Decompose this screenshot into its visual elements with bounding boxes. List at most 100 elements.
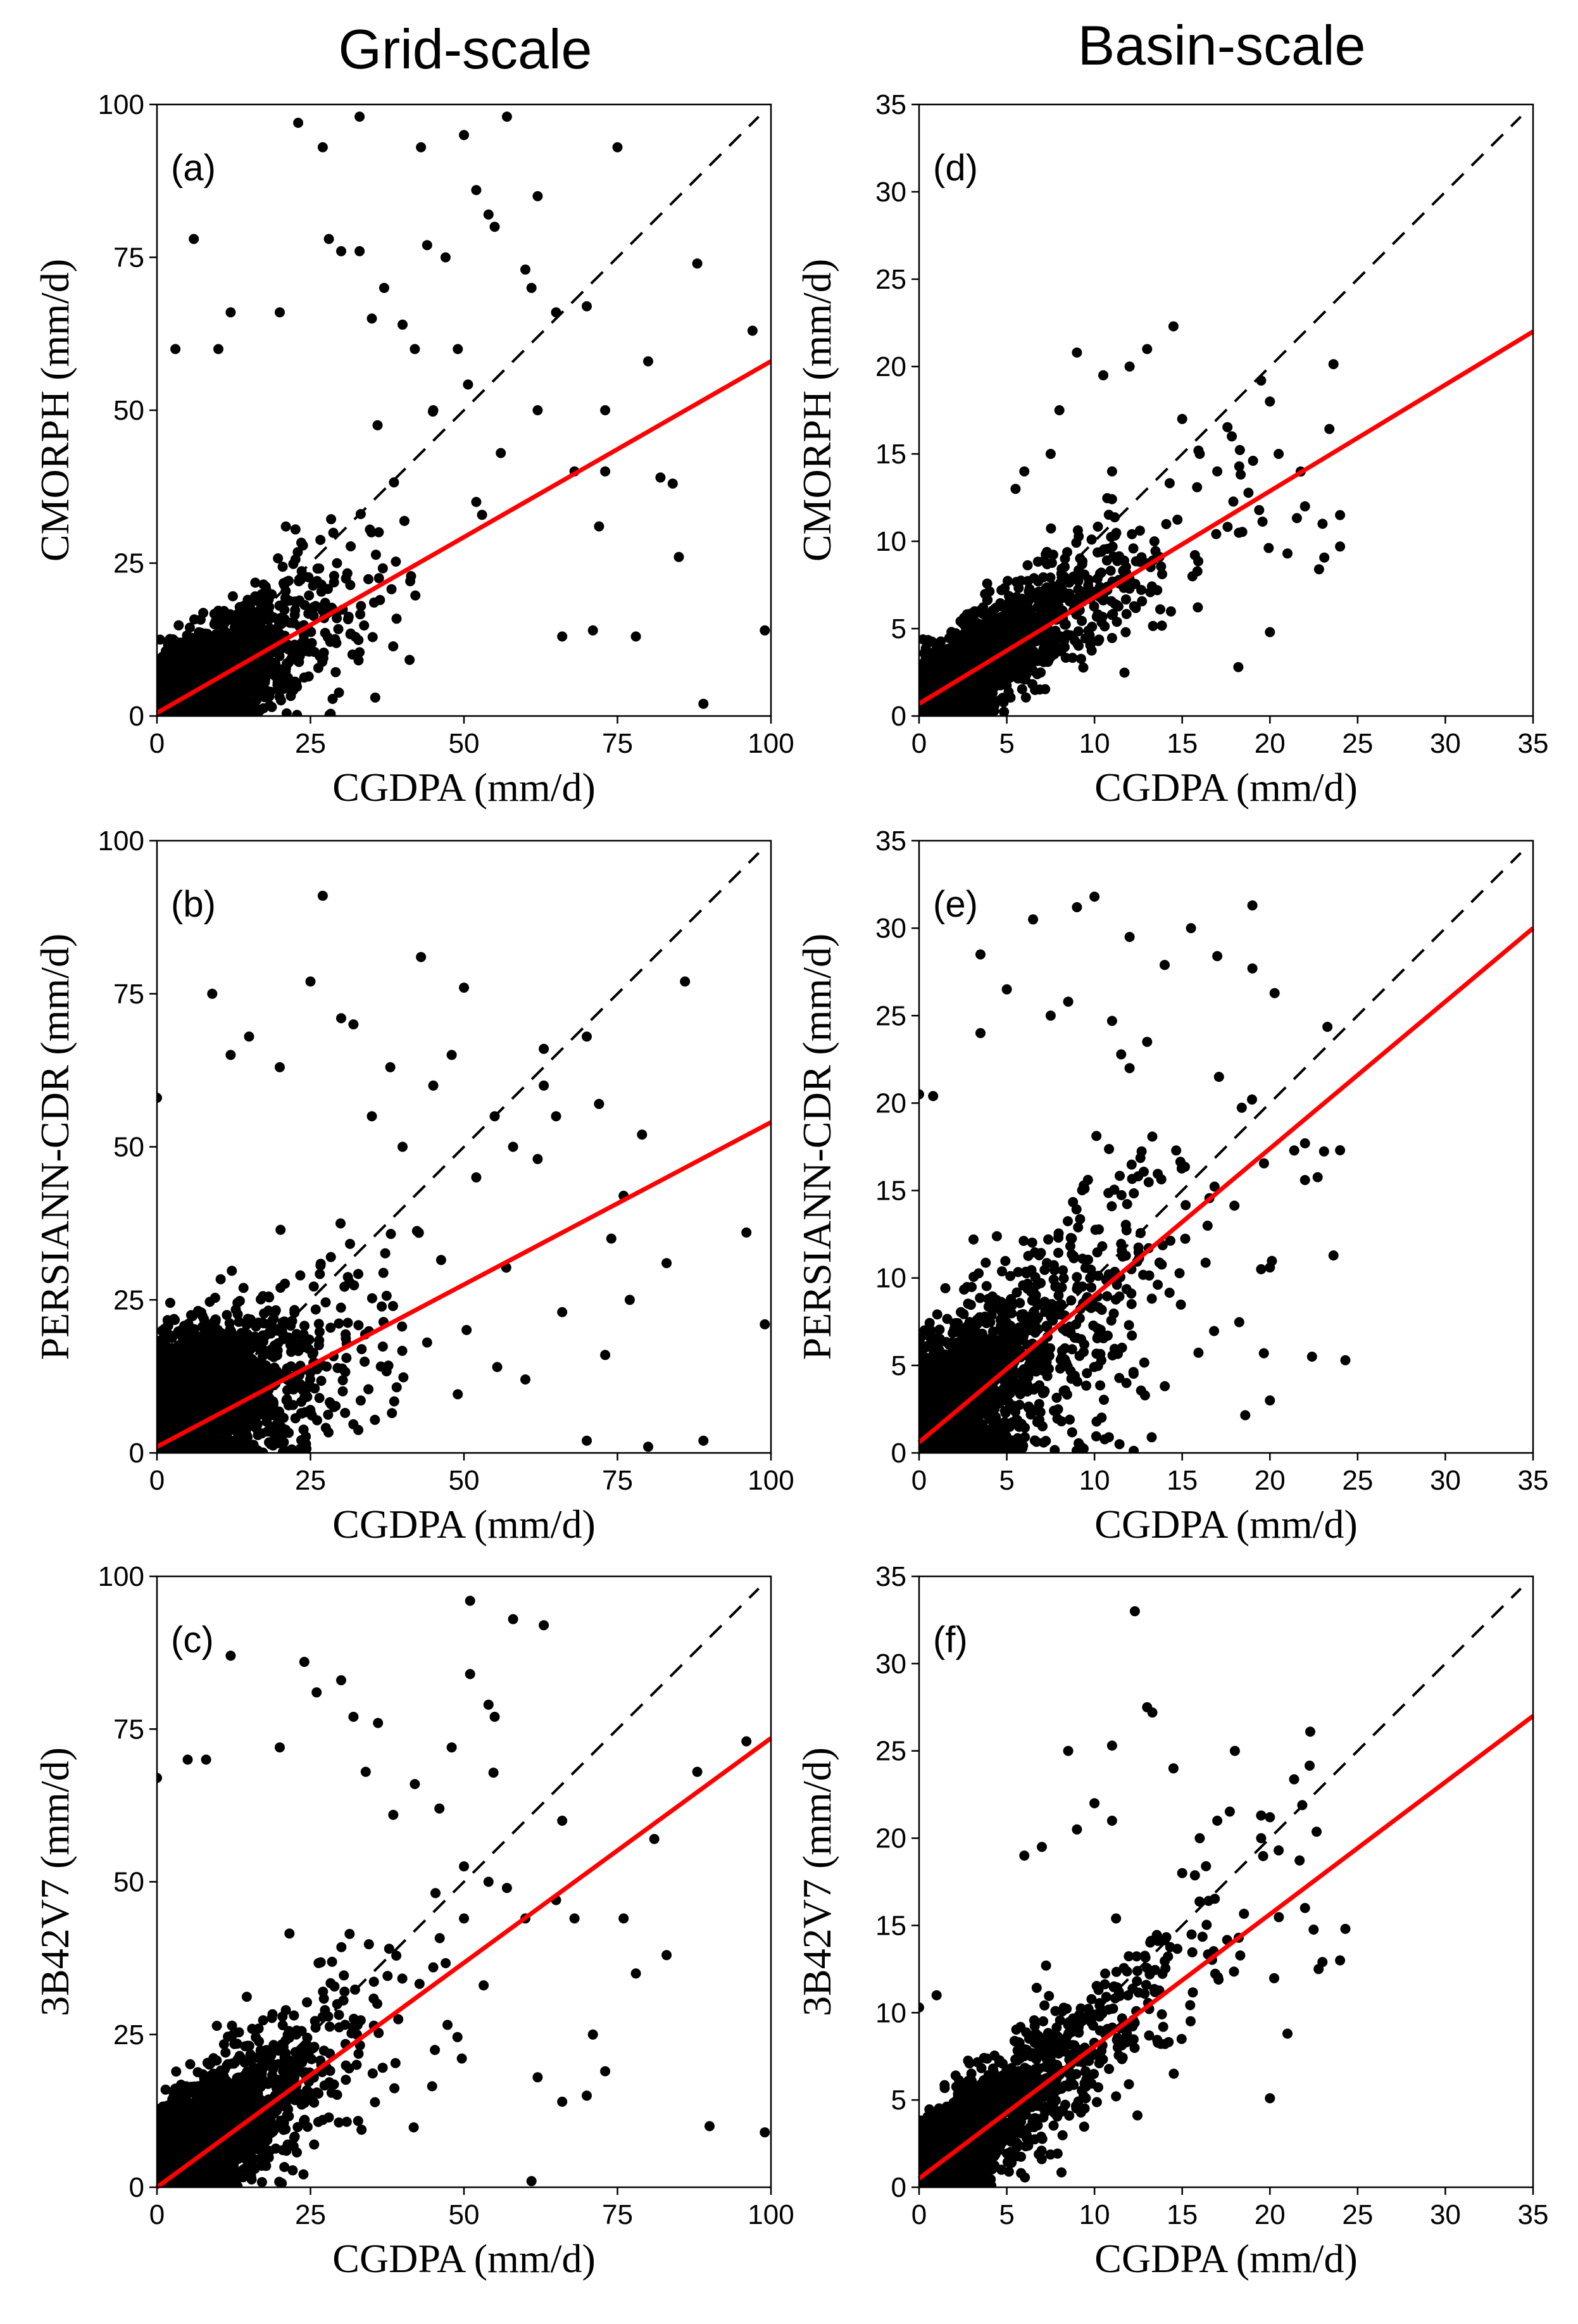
data-point [323, 234, 334, 244]
data-point [215, 1274, 226, 1284]
data-point [325, 1322, 336, 1333]
data-point [673, 551, 684, 562]
data-point [667, 478, 678, 489]
data-point [242, 1335, 253, 1346]
data-point [330, 667, 341, 677]
data-point [285, 1321, 296, 1331]
data-point [173, 654, 184, 665]
data-point [356, 601, 366, 612]
data-point [288, 1384, 299, 1395]
data-point [397, 1345, 408, 1356]
data-point [216, 684, 227, 695]
data-point [373, 527, 384, 537]
data-point [405, 576, 416, 587]
data-point [367, 632, 378, 643]
data-point [224, 650, 235, 660]
data-point [309, 646, 320, 657]
data-point [258, 1447, 268, 1453]
data-point [388, 641, 399, 651]
data-point [389, 1396, 399, 1407]
data-point [170, 646, 180, 656]
data-point [211, 619, 222, 629]
panel-label: (a) [171, 148, 216, 189]
data-point [292, 597, 303, 607]
data-point [532, 191, 543, 201]
data-point [387, 1408, 398, 1419]
data-point [230, 631, 241, 641]
data-point [234, 1317, 244, 1328]
data-point [160, 672, 170, 682]
data-point [398, 1372, 409, 1383]
data-point [310, 1304, 321, 1315]
data-point [277, 619, 287, 629]
data-point [180, 646, 191, 656]
data-point [165, 1298, 175, 1308]
data-point [398, 319, 408, 330]
y-tick-label: 50 [113, 395, 144, 426]
data-point [234, 616, 245, 627]
data-point [175, 705, 186, 715]
data-point [378, 1267, 389, 1278]
data-point [348, 1419, 359, 1429]
data-point [261, 1416, 272, 1427]
data-point [328, 527, 339, 538]
data-point [249, 710, 260, 716]
data-point [363, 574, 373, 584]
data-point [304, 590, 315, 601]
x-tick-label: 75 [602, 728, 633, 759]
data-point [355, 1395, 366, 1406]
data-point [246, 684, 257, 695]
data-point [299, 1321, 310, 1331]
data-point [294, 656, 304, 667]
data-point [256, 1294, 266, 1305]
data-point [594, 521, 604, 532]
data-point [313, 1340, 324, 1350]
data-point [232, 646, 242, 656]
data-point [194, 627, 204, 638]
data-point [391, 1382, 402, 1393]
data-point [223, 696, 234, 707]
data-point [198, 608, 209, 619]
data-point [247, 675, 258, 686]
data-point [471, 185, 482, 196]
data-point [334, 1318, 344, 1329]
data-point [428, 405, 439, 415]
data-point [255, 672, 266, 682]
data-point [303, 671, 314, 682]
data-point [453, 344, 463, 355]
data-point [263, 629, 273, 639]
data-point [210, 1314, 221, 1325]
data-point [241, 641, 251, 651]
y-tick-label: 100 [98, 89, 144, 120]
data-point [410, 590, 421, 601]
data-point [175, 638, 186, 648]
data-point [314, 563, 325, 574]
data-point [313, 1319, 324, 1329]
data-point [370, 692, 380, 703]
data-point [204, 1297, 215, 1307]
data-point [342, 1272, 353, 1283]
data-point [280, 521, 291, 532]
data-point [380, 1248, 391, 1259]
data-point [333, 624, 344, 634]
data-point [377, 1301, 387, 1312]
data-point [184, 622, 195, 633]
data-point [290, 676, 301, 687]
data-point [325, 708, 336, 716]
scatter-points [157, 891, 770, 1453]
data-point [355, 609, 366, 620]
data-point [372, 420, 383, 430]
data-point [320, 1297, 331, 1308]
data-point [299, 1392, 310, 1403]
data-point [279, 684, 289, 694]
data-point [526, 282, 537, 293]
data-point [334, 688, 344, 698]
data-point [262, 1426, 273, 1437]
data-point [501, 111, 512, 122]
data-point [492, 1362, 503, 1372]
data-point [288, 1446, 299, 1453]
data-point [375, 594, 385, 605]
data-point [312, 1415, 322, 1426]
data-point [440, 252, 451, 263]
